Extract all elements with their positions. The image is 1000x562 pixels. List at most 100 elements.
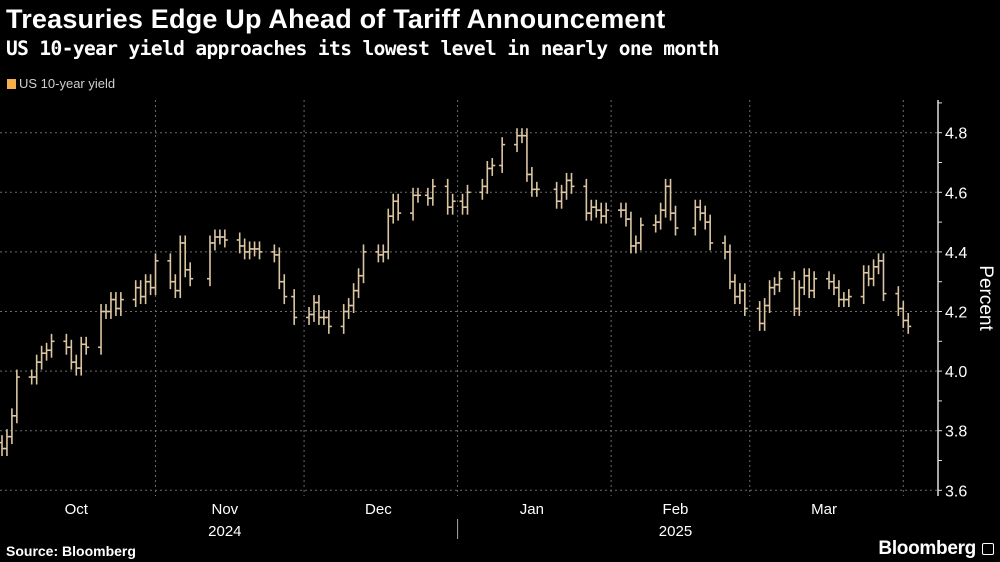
ohlc-bar — [632, 235, 639, 254]
ohlc-bar — [707, 214, 714, 251]
y-tick-label: 3.8 — [945, 424, 967, 441]
ohlc-bar — [449, 193, 456, 215]
ohlc-bar — [756, 301, 763, 331]
x-month-label: Feb — [663, 501, 689, 518]
ohlc-bar — [152, 253, 159, 296]
ohlc-bar — [68, 339, 75, 370]
ohlc-bar — [499, 137, 506, 173]
ohlc-bar — [78, 336, 85, 376]
ohlc-bar — [484, 161, 491, 194]
ohlc-bar — [464, 184, 471, 215]
ohlc-bar — [236, 232, 243, 254]
ohlc-bar — [33, 354, 40, 385]
ohlc-bar — [350, 283, 357, 313]
x-year-label: 2024 — [208, 523, 241, 540]
ohlc-bar — [830, 274, 837, 296]
x-month-label: Jan — [520, 501, 544, 518]
legend: US 10-year yield — [7, 76, 115, 91]
ohlc-bar — [310, 295, 317, 322]
ohlc-bar — [489, 158, 496, 176]
ohlc-bar — [424, 187, 431, 206]
ohlc-bar — [865, 265, 872, 287]
ohlc-bar — [271, 244, 278, 263]
x-month-label: Dec — [365, 501, 392, 518]
ohlc-bar — [514, 128, 521, 153]
y-tick-label: 4.4 — [945, 245, 967, 262]
ohlc-bar — [83, 336, 90, 355]
ohlc-bar — [776, 271, 783, 293]
ohlc-bar — [117, 292, 124, 316]
ohlc-bar — [459, 193, 466, 215]
y-tick-label: 4.0 — [945, 364, 967, 381]
ohlc-bar — [281, 274, 288, 305]
ohlc-bar — [137, 280, 144, 305]
bloomberg-logo-mark-icon — [982, 543, 994, 555]
ohlc-bar — [627, 211, 634, 254]
ohlc-bar — [731, 274, 738, 305]
ohlc-bar — [211, 229, 218, 251]
ohlc-bar — [766, 280, 773, 313]
ohlc-bar — [598, 202, 605, 224]
ohlc-bar — [603, 202, 610, 224]
ohlc-bar — [652, 214, 659, 233]
ohlc-bar — [43, 342, 50, 361]
ohlc-bar — [900, 301, 907, 328]
ohlc-bar — [880, 253, 887, 302]
legend-label: US 10-year yield — [19, 76, 116, 91]
y-axis: 3.6 3.8 4.0 4.2 4.4 4.6 4.8 Percent — [937, 100, 996, 500]
ohlc-bar — [533, 181, 540, 197]
chart-title: Treasuries Edge Up Ahead of Tariff Annou… — [6, 4, 666, 34]
ohlc-bar — [801, 268, 808, 296]
ohlc-bar — [315, 295, 322, 325]
ohlc-bar — [241, 238, 248, 260]
ohlc-bar — [429, 178, 436, 206]
ohlc-bar — [826, 271, 833, 290]
ohlc-bar — [177, 235, 184, 299]
ohlc-bar — [107, 292, 114, 319]
ohlc-bar — [622, 202, 629, 227]
ohlc-bar — [558, 184, 565, 209]
ohlc-bar — [444, 178, 451, 215]
ohlc-bar — [187, 262, 194, 287]
ohlc-bar — [132, 280, 139, 308]
ohlc-bar — [8, 408, 15, 445]
ohlc-bar — [796, 280, 803, 316]
ohlc-bar — [697, 199, 704, 221]
ohlc-bar — [662, 178, 669, 218]
ohlc-bar — [761, 298, 768, 331]
ohlc-bar — [340, 304, 347, 334]
ohlc-bar — [905, 312, 912, 334]
ohlc-bar — [172, 274, 179, 299]
ohlc-bar — [360, 244, 367, 284]
ohlc-bar — [667, 178, 674, 221]
ohlc-bar — [325, 310, 332, 334]
ohlc-bar — [355, 268, 362, 299]
ohlc-bar — [588, 199, 595, 221]
ohlc-bar — [291, 289, 298, 325]
ohlc-bar — [553, 181, 560, 209]
ohlc-bar — [345, 298, 352, 319]
y-tick-label: 4.2 — [945, 305, 967, 322]
ohlc-bar — [637, 217, 644, 251]
ohlc-bar — [256, 241, 263, 260]
x-month-label: Oct — [65, 501, 89, 518]
ohlc-bar — [73, 354, 80, 376]
y-tick-label: 4.6 — [945, 185, 967, 202]
ohlc-bar — [860, 265, 867, 305]
gridlines — [0, 100, 938, 496]
ohlc-bar — [142, 274, 149, 305]
legend-swatch — [7, 78, 16, 89]
ohlc-bar — [395, 193, 402, 221]
y-tick-label: 4.8 — [945, 126, 967, 143]
ohlc-bar — [563, 172, 570, 200]
ohlc-bar — [870, 259, 877, 287]
ohlc-bar — [657, 202, 664, 230]
ohlc-bar — [771, 277, 778, 296]
x-month-label: Mar — [811, 501, 837, 518]
ohlc-bar — [568, 172, 575, 194]
ohlc-bar — [276, 247, 283, 290]
ohlc-bar — [147, 274, 154, 296]
x-month-label: Nov — [212, 501, 239, 518]
ohlc-bar — [167, 253, 174, 290]
